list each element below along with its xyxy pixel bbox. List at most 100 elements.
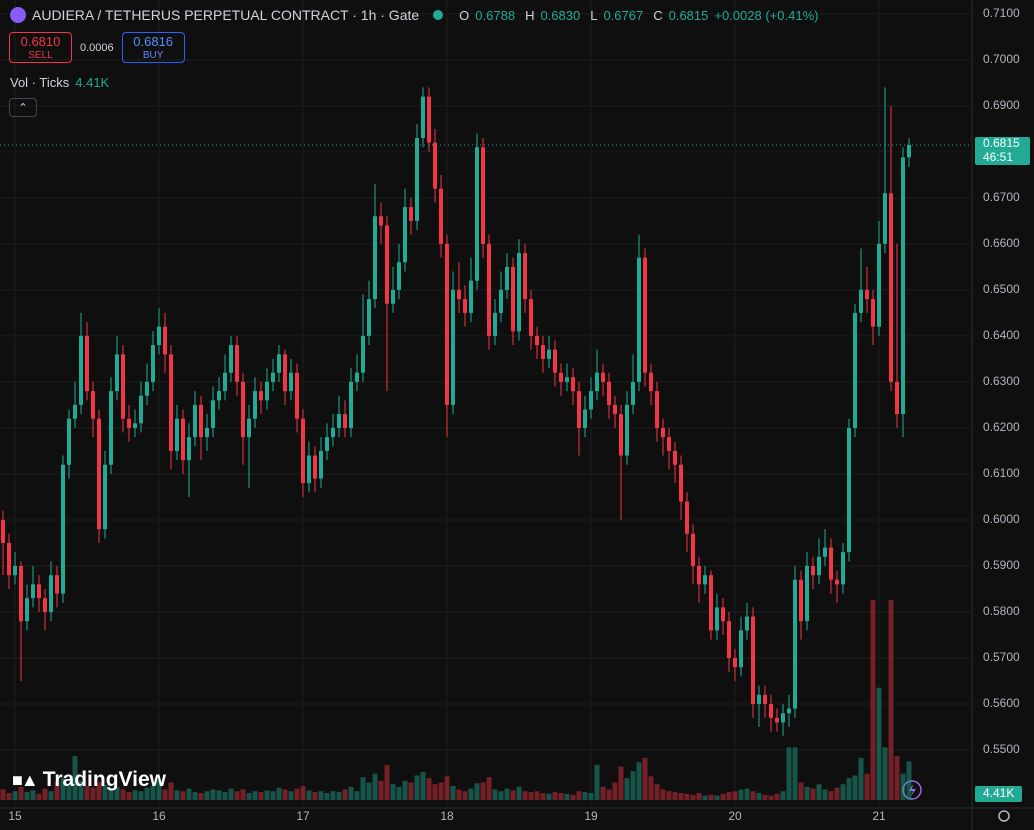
- candle-body: [601, 372, 605, 382]
- lightning-icon[interactable]: [902, 780, 922, 800]
- volume-bar: [480, 782, 486, 800]
- volume-bar: [630, 771, 636, 800]
- candle-body: [883, 193, 887, 244]
- candle-body: [571, 377, 575, 392]
- candle-body: [121, 354, 125, 419]
- candle-body: [13, 565, 17, 576]
- buy-button[interactable]: 0.6816 BUY: [121, 32, 185, 63]
- candle-body: [361, 335, 365, 373]
- candle-body: [67, 418, 71, 465]
- volume-bar: [390, 784, 396, 800]
- candle-body: [283, 354, 287, 392]
- volume-legend: Vol · Ticks 4.41K: [10, 75, 109, 90]
- volume-bar: [306, 790, 312, 800]
- volume-bar: [534, 791, 540, 800]
- candle-body: [775, 717, 779, 723]
- brand-logo: ■▲: [12, 769, 39, 790]
- volume-bar: [498, 791, 504, 800]
- volume-bar: [714, 795, 720, 800]
- volume-bar: [642, 757, 648, 800]
- candle-body: [619, 414, 623, 456]
- candle-body: [97, 418, 101, 530]
- candle-body: [343, 414, 347, 428]
- volume-bar: [126, 792, 132, 800]
- x-tick-label: 19: [584, 809, 598, 823]
- candle-body: [751, 616, 755, 705]
- candle-body: [433, 142, 437, 189]
- y-tick-label: 0.6000: [983, 512, 1020, 526]
- volume-bar: [744, 788, 750, 800]
- candle-body: [367, 299, 371, 336]
- candle-body: [691, 533, 695, 566]
- candle-body: [451, 289, 455, 405]
- volume-bar: [186, 788, 192, 800]
- settings-icon[interactable]: [998, 810, 1010, 822]
- volume-bar: [588, 792, 594, 800]
- volume-bar: [222, 792, 228, 800]
- brand-name: TradingView: [42, 768, 167, 791]
- candle-body: [907, 144, 911, 158]
- volume-bar: [528, 792, 534, 800]
- volume-bar: [402, 780, 408, 800]
- volume-bar: [870, 600, 876, 800]
- candle-body: [91, 391, 95, 419]
- volume-bar: [396, 786, 402, 800]
- candle-body: [157, 326, 161, 346]
- sell-price: 0.6810: [20, 34, 61, 49]
- candle-body: [667, 437, 671, 451]
- volume-bar: [906, 761, 912, 800]
- volume-bar: [726, 792, 732, 800]
- ohlc-label: L: [590, 7, 598, 23]
- volume-bar: [42, 788, 48, 800]
- candle-body: [517, 253, 521, 332]
- x-tick-label: 16: [152, 809, 166, 823]
- x-tick-label: 21: [872, 809, 886, 823]
- candle-body: [649, 372, 653, 392]
- candle-body: [19, 565, 23, 622]
- candle-body: [829, 547, 833, 580]
- candle-body: [109, 391, 113, 465]
- volume-bar: [342, 789, 348, 800]
- candle-body: [901, 157, 905, 415]
- volume-bar: [828, 791, 834, 800]
- candle-body: [739, 630, 743, 668]
- volume-bar: [138, 791, 144, 800]
- candle-body: [133, 423, 137, 428]
- candle-body: [865, 289, 869, 300]
- candle-body: [7, 542, 11, 576]
- candle-body: [163, 326, 167, 355]
- volume-bar: [702, 795, 708, 800]
- candle-body: [661, 427, 665, 438]
- volume-bar: [414, 775, 420, 800]
- symbol-title[interactable]: AUDIERA / TETHERUS PERPETUAL CONTRACT · …: [32, 7, 420, 23]
- candle-body: [319, 450, 323, 479]
- volume-bar: [762, 794, 768, 800]
- volume-bar: [816, 784, 822, 800]
- x-tick-label: 20: [728, 809, 742, 823]
- candle-body: [229, 345, 233, 373]
- volume-bar: [594, 764, 600, 800]
- candle-body: [439, 188, 443, 244]
- volume-bar: [780, 791, 786, 800]
- candle-body: [733, 657, 737, 668]
- candle-body: [175, 418, 179, 451]
- ohlc-label: O: [459, 7, 470, 23]
- volume-bar: [672, 792, 678, 800]
- sell-button[interactable]: 0.6810 SELL: [9, 32, 72, 63]
- volume-bar: [252, 791, 258, 800]
- candle-body: [781, 713, 785, 723]
- volume-bar: [270, 791, 276, 800]
- y-tick-label: 0.5800: [983, 604, 1020, 618]
- volume-bar: [90, 787, 96, 800]
- volume-bar: [156, 779, 162, 800]
- candle-body: [259, 391, 263, 401]
- candle-body: [787, 708, 791, 714]
- volume-bar: [24, 792, 30, 800]
- ohlc-label: C: [653, 7, 663, 23]
- candle-body: [523, 253, 527, 300]
- collapse-button[interactable]: ⌃: [9, 98, 37, 117]
- y-tick-label: 0.7000: [983, 52, 1020, 66]
- volume-bar: [756, 792, 762, 800]
- x-tick-label: 15: [8, 809, 22, 823]
